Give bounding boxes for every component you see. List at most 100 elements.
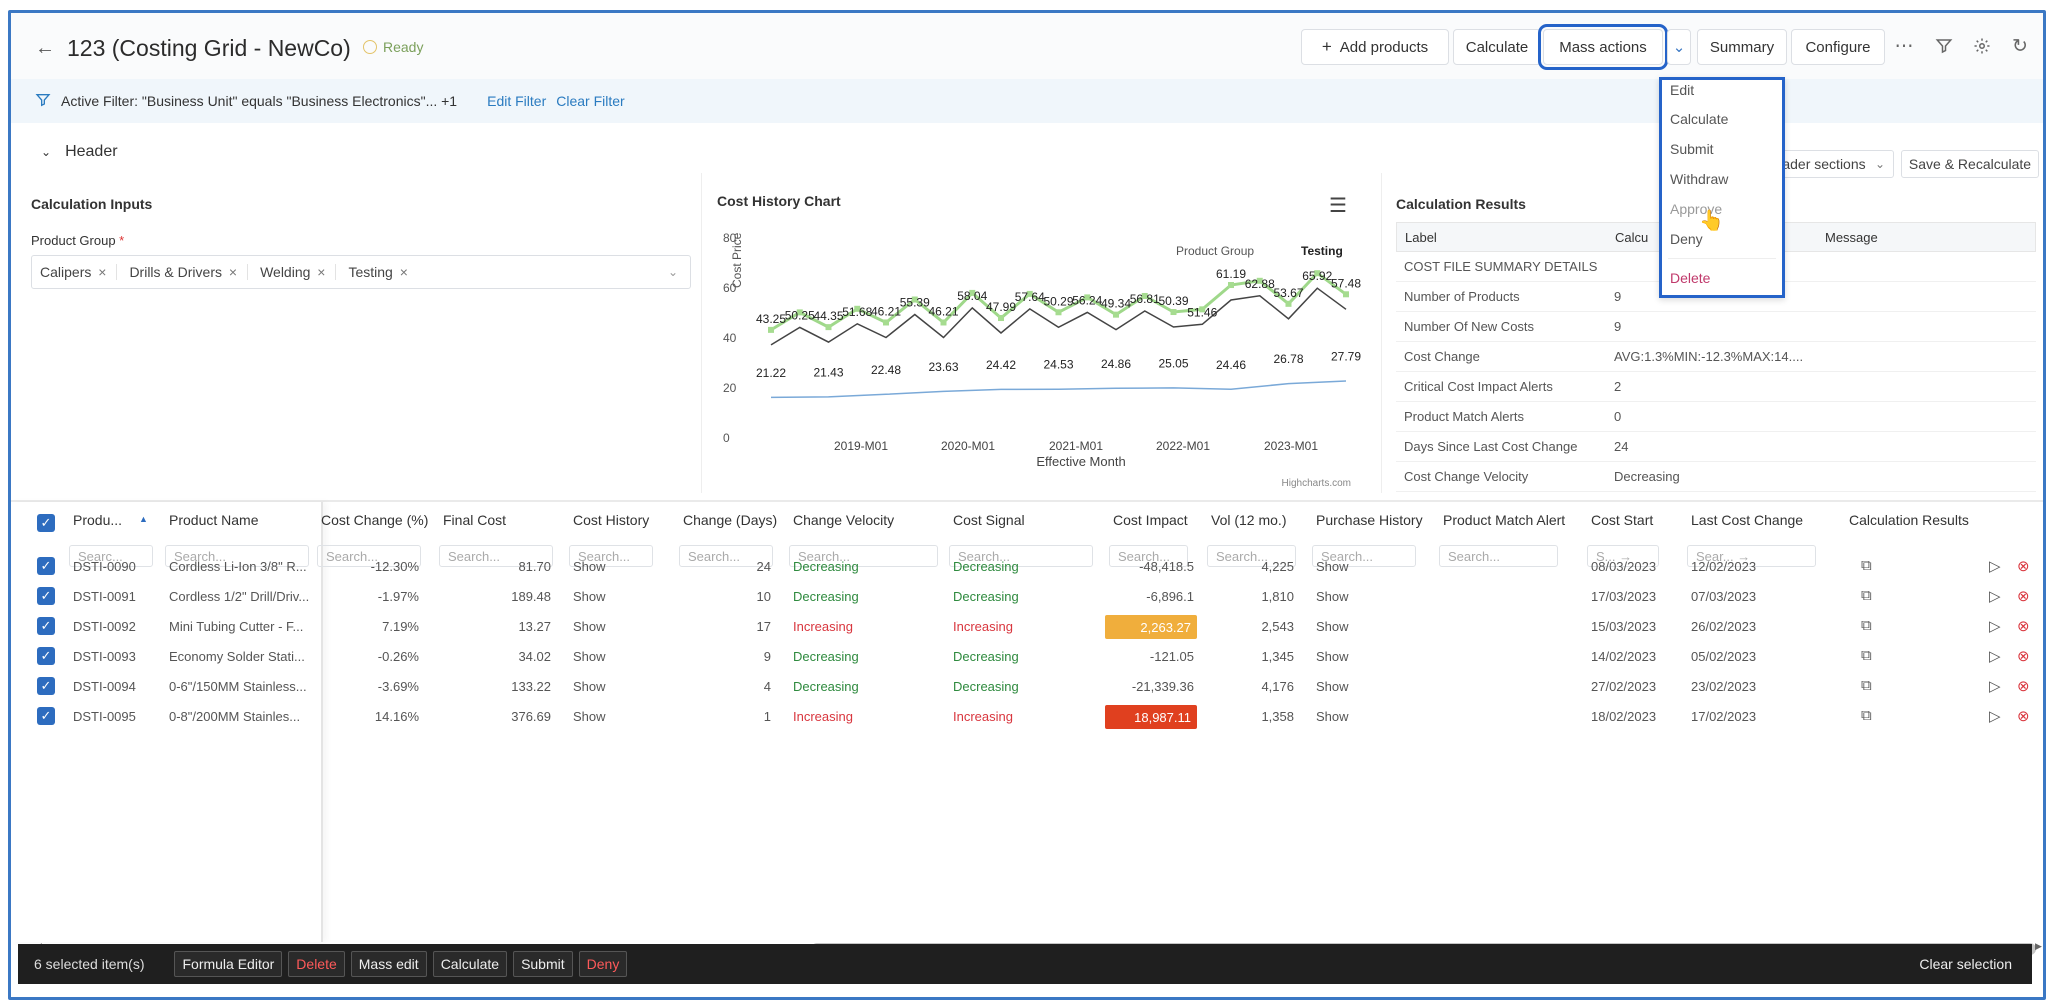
column-search-input[interactable]: Search... <box>949 545 1093 567</box>
menu-item-withdraw[interactable]: Withdraw <box>1670 171 1729 187</box>
settings-gear-icon[interactable] <box>1969 33 1995 59</box>
row-checkbox[interactable]: ✓ <box>37 587 55 605</box>
menu-item-edit[interactable]: Edit <box>1670 82 1695 98</box>
column-search-input[interactable]: S... → <box>1587 545 1659 567</box>
send-icon[interactable]: ▷ <box>1989 678 2001 695</box>
row-checkbox[interactable]: ✓ <box>37 617 55 635</box>
open-external-icon[interactable]: ⧉ <box>1861 647 1872 664</box>
open-external-icon[interactable]: ⧉ <box>1861 557 1872 574</box>
column-header[interactable]: Change (Days) <box>683 512 778 528</box>
more-options-icon[interactable]: ⋯ <box>1894 35 1914 57</box>
chart-menu-icon[interactable]: ☰ <box>1329 195 1347 217</box>
row-checkbox[interactable]: ✓ <box>37 707 55 725</box>
column-search-input[interactable]: Searc... <box>69 545 153 567</box>
refresh-icon[interactable]: ↻ <box>2012 35 2028 57</box>
column-search-input[interactable]: Search... <box>1207 545 1296 567</box>
cancel-circle-icon[interactable]: ⊗ <box>2017 678 2030 695</box>
cell-cost-history[interactable]: Show <box>573 679 606 694</box>
column-header[interactable]: Final Cost <box>443 512 507 528</box>
filter-icon[interactable] <box>1931 33 1957 59</box>
cell-cost-history[interactable]: Show <box>573 559 606 574</box>
mass-actions-button[interactable]: Mass actions <box>1538 24 1668 70</box>
summary-button[interactable]: Summary <box>1697 29 1787 65</box>
calculate-button[interactable]: Calculate <box>432 951 508 977</box>
cell-purchase-history[interactable]: Show <box>1316 559 1349 574</box>
open-external-icon[interactable]: ⧉ <box>1861 677 1872 694</box>
deny-button[interactable]: Deny <box>578 951 628 977</box>
clear-filter-link[interactable]: Clear Filter <box>556 93 625 109</box>
cell-cost-history[interactable]: Show <box>573 709 606 724</box>
chevron-down-icon[interactable]: ⌄ <box>667 265 678 279</box>
column-header[interactable]: Cost Start <box>1591 512 1654 528</box>
column-header[interactable]: Product Name <box>169 512 259 528</box>
column-search-input[interactable]: Sear... → <box>1687 545 1816 567</box>
row-checkbox[interactable]: ✓ <box>37 677 55 695</box>
cell-cost-history[interactable]: Show <box>573 589 606 604</box>
column-search-input[interactable]: Search... <box>569 545 653 567</box>
cancel-circle-icon[interactable]: ⊗ <box>2017 648 2030 665</box>
menu-item-deny[interactable]: Deny <box>1670 231 1703 247</box>
open-external-icon[interactable]: ⧉ <box>1861 587 1872 604</box>
cell-purchase-history[interactable]: Show <box>1316 619 1349 634</box>
cell-purchase-history[interactable]: Show <box>1316 709 1349 724</box>
column-search-input[interactable]: Search... <box>1312 545 1416 567</box>
column-header[interactable]: Cost Impact <box>1113 512 1188 528</box>
mass-actions-dropdown-toggle[interactable]: ⌄ <box>1667 29 1691 65</box>
scroll-right-icon[interactable]: ▶ <box>2035 941 2042 951</box>
column-header[interactable]: Cost History <box>573 512 650 528</box>
cell-cost-history[interactable]: Show <box>573 619 606 634</box>
column-search-input[interactable]: Search... <box>1109 545 1188 567</box>
column-search-input[interactable]: Search... <box>165 545 309 567</box>
product-group-multiselect[interactable]: Calipers × Drills & Drivers × Welding × … <box>31 255 691 289</box>
column-search-input[interactable]: Search... <box>789 545 938 567</box>
cell-cost-history[interactable]: Show <box>573 649 606 664</box>
menu-item-calculate[interactable]: Calculate <box>1670 111 1729 127</box>
column-header[interactable]: Product Match Alert <box>1443 512 1566 528</box>
column-search-input[interactable]: Search... <box>317 545 421 567</box>
cancel-circle-icon[interactable]: ⊗ <box>2017 618 2030 635</box>
column-header[interactable]: Produ... <box>73 512 123 528</box>
send-icon[interactable]: ▷ <box>1989 648 2001 665</box>
cancel-circle-icon[interactable]: ⊗ <box>2017 558 2030 575</box>
configure-button[interactable]: Configure <box>1791 29 1885 65</box>
add-products-button[interactable]: + Add products <box>1301 29 1449 65</box>
column-header[interactable]: Cost Change (%) <box>321 512 429 528</box>
send-icon[interactable]: ▷ <box>1989 618 2001 635</box>
sort-ascending-icon[interactable]: ▲ <box>139 514 148 524</box>
arrow-left-icon[interactable]: ← <box>35 37 55 59</box>
header-section-toggle[interactable]: ⌄ Header <box>41 143 118 161</box>
mass-edit-button[interactable]: Mass edit <box>350 951 427 977</box>
edit-filter-link[interactable]: Edit Filter <box>487 93 547 109</box>
column-header[interactable]: Calculation Results <box>1849 512 1969 528</box>
select-all-checkbox[interactable]: ✓ <box>37 514 55 532</box>
column-header[interactable]: Purchase History <box>1316 512 1423 528</box>
row-checkbox[interactable]: ✓ <box>37 647 55 665</box>
send-icon[interactable]: ▷ <box>1989 708 2001 725</box>
formula-editor-button[interactable]: Formula Editor <box>174 951 283 977</box>
cell-purchase-history[interactable]: Show <box>1316 649 1349 664</box>
send-icon[interactable]: ▷ <box>1989 588 2001 605</box>
column-header[interactable]: Last Cost Change <box>1691 512 1804 528</box>
close-icon[interactable]: × <box>317 264 326 280</box>
save-recalculate-button[interactable]: Save & Recalculate <box>1901 150 2039 178</box>
close-icon[interactable]: × <box>98 264 107 280</box>
open-external-icon[interactable]: ⧉ <box>1861 617 1872 634</box>
menu-item-submit[interactable]: Submit <box>1670 141 1714 157</box>
menu-item-approve[interactable]: Approve <box>1670 201 1723 217</box>
column-header[interactable]: Change Velocity <box>793 512 895 528</box>
clear-selection-link[interactable]: Clear selection <box>1919 956 2012 972</box>
column-search-input[interactable]: Search... <box>439 545 553 567</box>
column-header[interactable]: Cost Signal <box>953 512 1025 528</box>
column-search-input[interactable]: Search... <box>1439 545 1558 567</box>
cancel-circle-icon[interactable]: ⊗ <box>2017 708 2030 725</box>
cell-purchase-history[interactable]: Show <box>1316 589 1349 604</box>
cell-purchase-history[interactable]: Show <box>1316 679 1349 694</box>
column-header[interactable]: Vol (12 mo.) <box>1211 512 1287 528</box>
close-icon[interactable]: × <box>399 264 408 280</box>
delete-button[interactable]: Delete <box>288 951 345 977</box>
column-search-input[interactable]: Search... <box>679 545 773 567</box>
row-checkbox[interactable]: ✓ <box>37 557 55 575</box>
cancel-circle-icon[interactable]: ⊗ <box>2017 588 2030 605</box>
submit-button[interactable]: Submit <box>513 951 573 977</box>
close-icon[interactable]: × <box>228 264 238 280</box>
